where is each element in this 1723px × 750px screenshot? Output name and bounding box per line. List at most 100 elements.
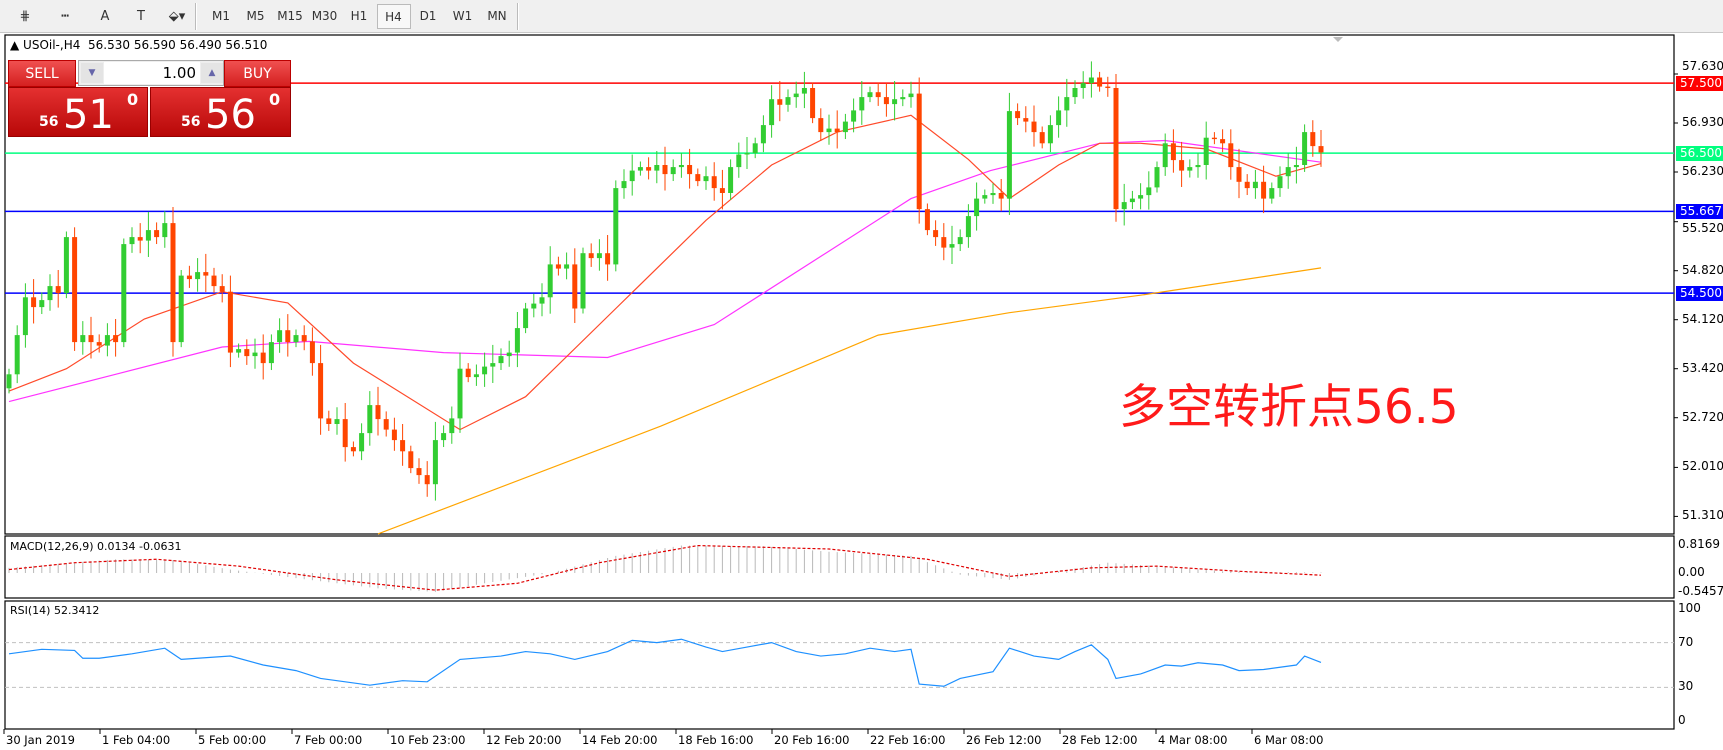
candle (449, 406, 455, 444)
candle-body (1211, 137, 1217, 140)
candle-body (1203, 137, 1209, 165)
candle (22, 283, 28, 348)
candle (1146, 171, 1152, 210)
candle (801, 71, 807, 109)
sell-price-box[interactable]: 56 51 0 (8, 87, 148, 138)
candle (1170, 129, 1176, 173)
candle-body (1039, 132, 1045, 144)
candle (1056, 96, 1062, 138)
symbol-label: USOil-,H4 (23, 38, 81, 52)
candle (285, 314, 291, 357)
arrows-icon[interactable]: ⬙▾ (168, 9, 186, 24)
candle-body (924, 209, 930, 231)
buy-button[interactable]: BUY (224, 60, 291, 87)
candle-body (629, 170, 635, 182)
sell-button[interactable]: SELL (8, 60, 76, 87)
candle-body (252, 352, 258, 357)
candle (662, 146, 668, 191)
rsi-panel (4, 600, 1675, 730)
level-price-tag: 54.500 (1676, 286, 1723, 302)
candle (695, 168, 701, 187)
lot-size-input[interactable]: 1.00 (104, 62, 200, 84)
time-tick-label: 1 Feb 04:00 (102, 733, 171, 747)
chart-shift-marker-icon[interactable] (1333, 37, 1343, 42)
candle (1121, 183, 1127, 226)
text-icon[interactable]: A (100, 9, 110, 24)
candle (63, 231, 69, 299)
candle-body (785, 97, 791, 105)
timeframe-d1[interactable]: D1 (419, 9, 437, 23)
timeframe-m15[interactable]: M15 (277, 9, 303, 23)
candle (711, 162, 717, 201)
candle (851, 98, 857, 133)
timeframe-m5[interactable]: M5 (246, 9, 265, 23)
rsi-tick-label: 0 (1678, 713, 1686, 727)
candle (1269, 182, 1275, 204)
candle (1277, 166, 1283, 197)
candle-body (400, 440, 406, 452)
ohlc-readout: 56.530 56.590 56.490 56.510 (88, 38, 268, 52)
candle (1129, 190, 1135, 210)
candle-body (186, 275, 192, 280)
candle-body (547, 264, 553, 298)
time-tick-label: 26 Feb 12:00 (966, 733, 1042, 747)
timeframe-h4[interactable]: H4 (376, 4, 411, 29)
lot-increase-icon[interactable]: ▲ (201, 63, 223, 83)
candle (1097, 71, 1103, 92)
time-tick-label: 6 Mar 08:00 (1254, 733, 1324, 747)
candle-body (47, 286, 53, 301)
candle-body (1023, 118, 1029, 122)
candle-body (154, 230, 160, 238)
fibo-icon[interactable]: ┅ (61, 9, 69, 24)
text-label-icon[interactable]: T (137, 9, 145, 24)
candle (293, 329, 299, 348)
candle-body (408, 451, 414, 469)
candle (793, 81, 799, 108)
candle-body (211, 275, 217, 287)
candle-body (145, 230, 151, 241)
candle (203, 253, 209, 292)
candle (6, 368, 12, 394)
buy-price-box[interactable]: 56 56 0 (150, 87, 291, 138)
price-tick-label: 55.520 (1682, 221, 1723, 236)
candle-body (859, 97, 865, 111)
candle-body (14, 335, 20, 375)
candle (137, 223, 143, 254)
candle-body (580, 253, 586, 309)
price-tick-label: 53.420 (1682, 360, 1723, 375)
timeframe-w1[interactable]: W1 (452, 9, 473, 23)
candle (326, 410, 332, 431)
candle (867, 86, 873, 103)
lot-decrease-icon[interactable]: ▼ (81, 63, 103, 83)
timeframe-mn[interactable]: MN (487, 9, 507, 23)
candle (359, 423, 365, 461)
buy-price-main: 56 (205, 92, 256, 138)
candle-body (523, 308, 529, 329)
candle-body (621, 181, 627, 189)
ma-slow-line (377, 267, 1322, 535)
candle (842, 113, 848, 140)
candle-body (974, 198, 980, 217)
buy-price-point: 0 (269, 90, 281, 109)
candle-body (793, 93, 799, 98)
candle (531, 293, 537, 318)
elliott-icon[interactable]: ⋕ (19, 9, 31, 24)
timeframe-h1[interactable]: H1 (350, 9, 368, 23)
buy-price-prefix: 56 (181, 114, 201, 130)
candle-body (1031, 121, 1037, 133)
candle-body (1302, 132, 1308, 165)
candle (810, 82, 816, 124)
candle-body (875, 92, 881, 98)
candle-body (678, 165, 684, 168)
candle (96, 334, 102, 353)
timeframe-m1[interactable]: M1 (212, 9, 230, 23)
candle (687, 148, 693, 189)
candle-body (1220, 139, 1226, 144)
candle (760, 115, 766, 153)
candle-body (1228, 143, 1234, 168)
candle (654, 151, 660, 184)
candle (1203, 121, 1209, 180)
time-tick-label: 28 Feb 12:00 (1062, 733, 1138, 747)
timeframe-m30[interactable]: M30 (311, 9, 338, 23)
